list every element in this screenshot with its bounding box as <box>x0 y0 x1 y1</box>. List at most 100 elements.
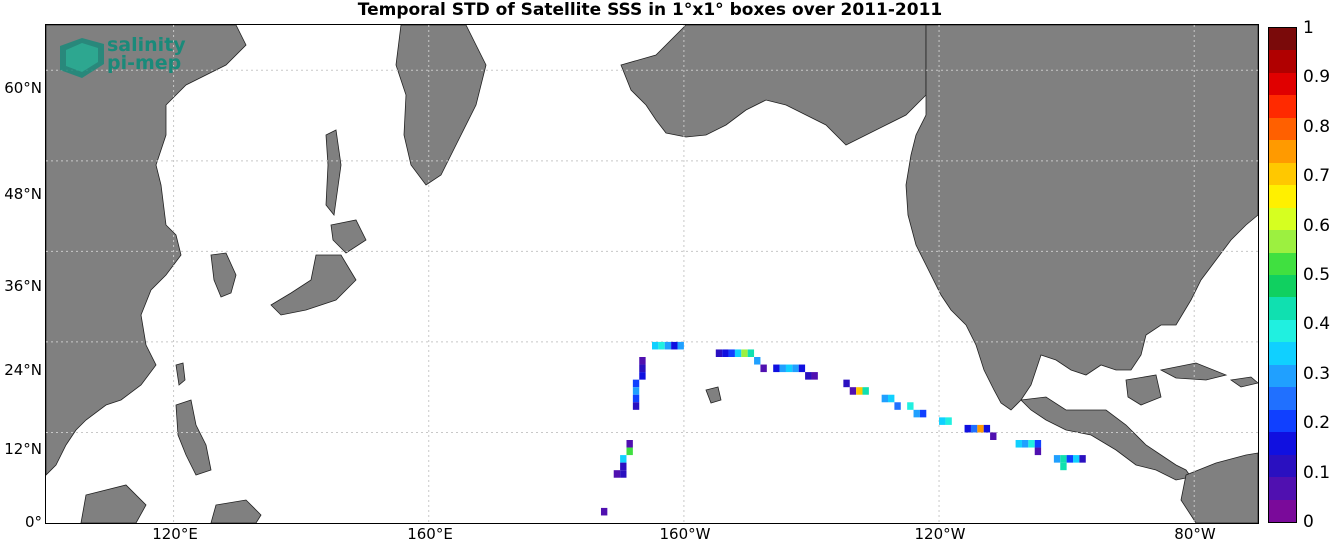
north-america-mainland <box>905 25 1258 411</box>
std-cell <box>664 341 672 350</box>
y-tick-label: 36°N <box>4 277 42 295</box>
std-cell <box>1060 462 1067 471</box>
std-cell <box>754 357 761 365</box>
colorbar-segment <box>1269 499 1296 523</box>
std-cell <box>888 394 895 403</box>
std-cell <box>913 409 920 418</box>
colorbar-segment <box>1269 432 1296 456</box>
colorbar-tick-label: 0.9 <box>1303 67 1331 88</box>
colorbar-segment <box>1269 162 1296 186</box>
y-tick-label: 48°N <box>4 185 42 203</box>
logo-mark-icon <box>60 38 104 78</box>
std-cell <box>639 357 646 365</box>
std-cell <box>760 364 767 373</box>
colorbar-tick-label: 0.6 <box>1303 215 1331 236</box>
sakhalin <box>325 129 342 216</box>
std-cell <box>613 470 621 478</box>
y-tick-label: 60°N <box>4 79 42 97</box>
korea-peninsula <box>210 252 237 298</box>
std-cell <box>862 387 869 395</box>
std-cell <box>715 349 723 357</box>
std-cell <box>620 455 627 463</box>
std-cell <box>805 372 812 380</box>
salinity-pi-mep-logo <box>60 38 104 82</box>
colorbar-tick-label: 0.2 <box>1303 413 1331 434</box>
colorbar-segment <box>1269 364 1296 388</box>
std-cell <box>600 507 608 516</box>
new-guinea <box>210 499 262 523</box>
std-cell <box>811 372 818 380</box>
colorbar-segment <box>1269 409 1296 433</box>
colorbar-tick-label: 1 <box>1303 18 1314 38</box>
std-cell <box>939 417 946 425</box>
colorbar-segment <box>1269 477 1296 501</box>
y-tick-label: 12°N <box>4 440 42 458</box>
std-cell <box>652 341 659 350</box>
colorbar-tick-label: 0.5 <box>1303 265 1331 285</box>
x-tick-label: 120°E <box>152 525 198 543</box>
colorbar-segment <box>1269 28 1296 51</box>
std-cell <box>945 417 952 425</box>
std-cell <box>1073 455 1080 463</box>
alaska <box>620 25 927 146</box>
std-cell <box>677 341 684 350</box>
std-cell <box>1034 447 1042 456</box>
std-cell <box>881 394 889 403</box>
std-cell <box>779 364 786 373</box>
hawaii-big-island <box>705 386 722 404</box>
taiwan <box>175 362 186 386</box>
std-cell <box>626 447 633 456</box>
colorbar-tick-label: 0 <box>1303 512 1314 532</box>
std-cell <box>1028 440 1035 448</box>
std-cell <box>632 402 640 410</box>
std-cell <box>856 387 863 395</box>
std-cell <box>798 364 806 373</box>
std-cell <box>964 424 971 433</box>
colorbar <box>1268 27 1297 523</box>
colorbar-segment <box>1269 95 1296 119</box>
std-cell <box>747 349 755 357</box>
colorbar-tick-label: 0.4 <box>1303 314 1331 335</box>
std-cells <box>600 341 1086 516</box>
yucatan <box>1125 374 1162 406</box>
colorbar-segment <box>1269 342 1296 366</box>
std-cell <box>773 364 780 373</box>
colorbar-tick-label: 0.3 <box>1303 363 1331 384</box>
std-cell <box>632 394 640 403</box>
std-cell <box>785 364 793 373</box>
logo-line-1: salinity <box>107 34 186 56</box>
colorbar-segment <box>1269 387 1296 411</box>
map-area <box>45 24 1259 524</box>
colorbar-segment <box>1269 297 1296 321</box>
x-tick-label: 160°E <box>407 525 453 543</box>
x-tick-label: 120°W <box>914 525 966 543</box>
colorbar-segment <box>1269 275 1296 298</box>
std-cell <box>849 387 857 395</box>
asia-landmass <box>46 25 247 476</box>
japan-honshu <box>270 254 357 316</box>
std-cell <box>1060 455 1067 463</box>
std-cell <box>734 349 742 357</box>
std-cell <box>919 409 927 418</box>
colorbar-tick-label: 0.8 <box>1303 116 1331 137</box>
colorbar-tick-label: 0.7 <box>1303 166 1331 187</box>
cuba <box>1159 362 1228 381</box>
std-cell <box>894 402 901 410</box>
std-cell <box>977 424 984 433</box>
colorbar-segment <box>1269 207 1296 231</box>
philippines <box>175 399 212 476</box>
std-cell <box>728 349 735 357</box>
std-cell <box>658 341 665 350</box>
colorbar-segment <box>1269 117 1296 141</box>
std-cell <box>639 364 646 373</box>
std-cell <box>907 402 914 410</box>
std-cell <box>639 372 646 380</box>
colorbar-tick-label: 0.1 <box>1303 462 1331 483</box>
colorbar-segment <box>1269 319 1296 343</box>
std-cell <box>741 349 748 357</box>
std-cell <box>1079 455 1086 463</box>
colorbar-segment <box>1269 185 1296 209</box>
std-cell <box>671 341 678 350</box>
std-cell <box>632 387 640 395</box>
kamchatka <box>395 25 487 186</box>
